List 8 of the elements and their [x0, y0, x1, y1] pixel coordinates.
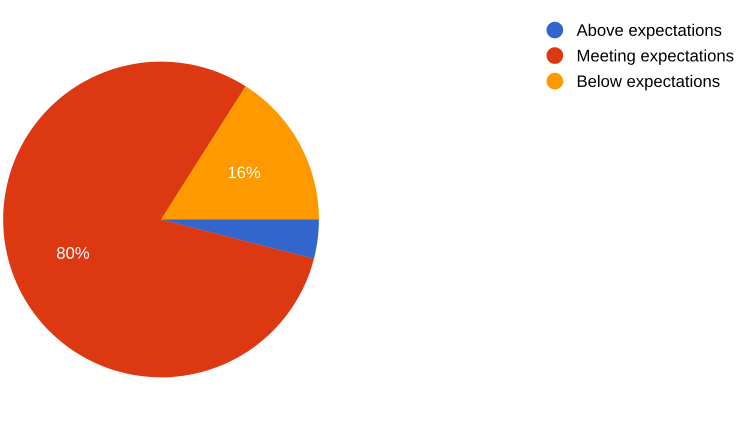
pie-slice	[3, 62, 314, 378]
data-label: 80%	[57, 247, 90, 259]
data-label: 16%	[228, 166, 260, 178]
legend-label: Below expectations	[578, 74, 720, 90]
legend-label: Meeting expectations	[578, 49, 734, 65]
pie-slice	[161, 86, 319, 220]
legend-label: Above expectations	[576, 24, 722, 40]
pie-slice	[161, 220, 319, 259]
